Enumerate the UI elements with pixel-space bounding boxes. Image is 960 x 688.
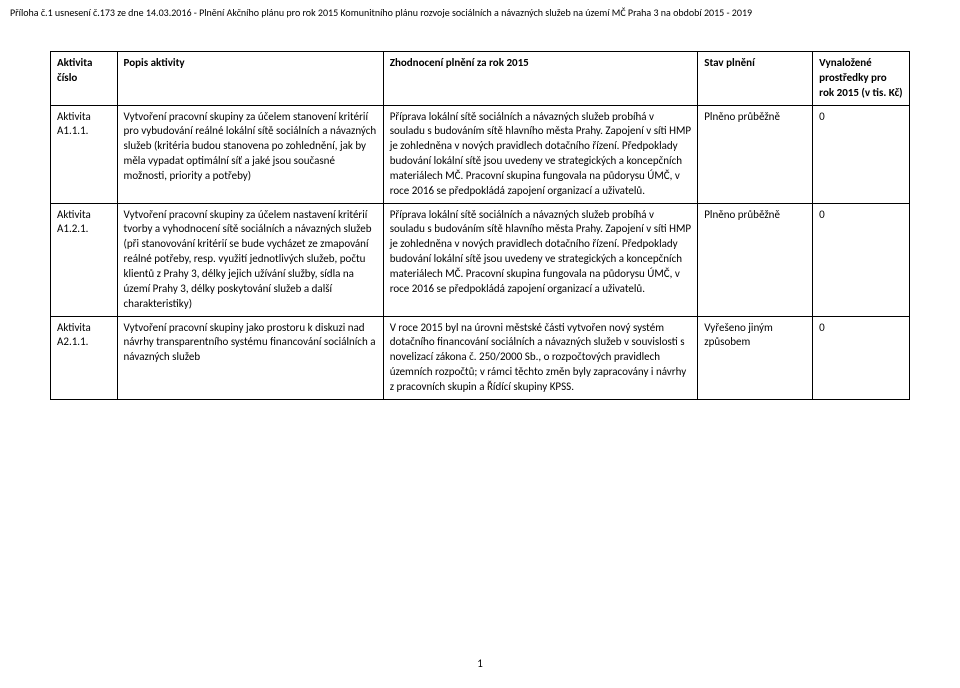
table-header-row: Aktivita číslo Popis aktivity Zhodnocení… — [51, 52, 910, 106]
cell-zhod: Příprava lokální sítě sociálních a návaz… — [383, 105, 698, 203]
page-content: Aktivita číslo Popis aktivity Zhodnocení… — [0, 21, 960, 400]
cell-popis: Vytvoření pracovní skupiny za účelem nas… — [117, 203, 383, 316]
cell-stav: Plněno průběžně — [698, 203, 813, 316]
cell-vyn: 0 — [813, 105, 910, 203]
cell-stav: Plněno průběžně — [698, 105, 813, 203]
activity-label: Aktivita — [57, 321, 111, 336]
table-row: Aktivita A2.1.1. Vytvoření pracovní skup… — [51, 316, 910, 399]
table-row: Aktivita A1.1.1. Vytvoření pracovní skup… — [51, 105, 910, 203]
activity-code: A1.1.1. — [57, 124, 111, 139]
document-header: Příloha č.1 usnesení č.173 ze dne 14.03.… — [0, 0, 960, 21]
col-header-vyn: Vynaložené prostředky pro rok 2015 (v ti… — [813, 52, 910, 106]
col-header-id: Aktivita číslo — [51, 52, 118, 106]
col-header-stav: Stav plnění — [698, 52, 813, 106]
cell-zhod: Příprava lokální sítě sociálních a návaz… — [383, 203, 698, 316]
cell-id: Aktivita A2.1.1. — [51, 316, 118, 399]
activity-label: Aktivita — [57, 208, 111, 223]
activity-table: Aktivita číslo Popis aktivity Zhodnocení… — [50, 51, 910, 400]
col-header-zhod: Zhodnocení plnění za rok 2015 — [383, 52, 698, 106]
activity-code: A1.2.1. — [57, 222, 111, 237]
cell-id: Aktivita A1.1.1. — [51, 105, 118, 203]
cell-popis: Vytvoření pracovní skupiny jako prostoru… — [117, 316, 383, 399]
col-header-popis: Popis aktivity — [117, 52, 383, 106]
table-row: Aktivita A1.2.1. Vytvoření pracovní skup… — [51, 203, 910, 316]
cell-stav: Vyřešeno jiným způsobem — [698, 316, 813, 399]
cell-id: Aktivita A1.2.1. — [51, 203, 118, 316]
cell-vyn: 0 — [813, 203, 910, 316]
page-number: 1 — [0, 657, 960, 670]
cell-zhod: V roce 2015 byl na úrovni městské části … — [383, 316, 698, 399]
activity-code: A2.1.1. — [57, 335, 111, 350]
cell-popis: Vytvoření pracovní skupiny za účelem sta… — [117, 105, 383, 203]
activity-label: Aktivita — [57, 110, 111, 125]
cell-vyn: 0 — [813, 316, 910, 399]
